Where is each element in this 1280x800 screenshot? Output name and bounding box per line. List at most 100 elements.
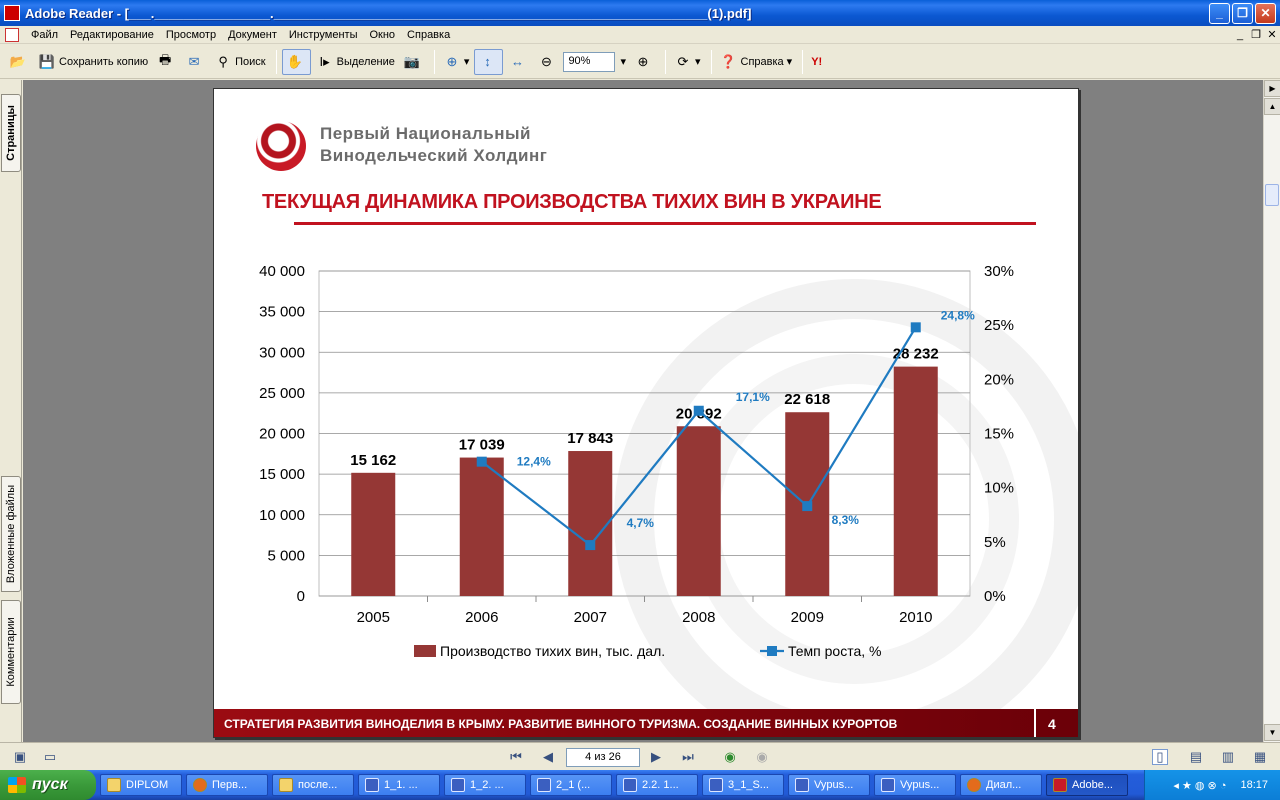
zoom-tool-button[interactable]: ⊕ ▾ <box>440 49 473 75</box>
taskbar-button[interactable]: Диал... <box>960 774 1042 796</box>
save-icon: 💾 <box>38 53 56 69</box>
doc-restore-icon[interactable]: ❐ <box>1251 29 1261 41</box>
menu-help[interactable]: Справка <box>407 28 451 41</box>
taskbar-button[interactable]: 3_1_S... <box>702 774 784 796</box>
zoom-dropdown[interactable]: ▾ <box>617 49 629 75</box>
taskbar-button-label: 2.2. 1... <box>642 779 679 791</box>
last-page-button[interactable]: ⏭ <box>682 749 694 764</box>
pdf-page: Первый Национальный Винодельческий Холди… <box>213 88 1079 738</box>
hand-tool-button[interactable]: ✋ <box>281 48 311 75</box>
tab-attachments[interactable]: Вложенные файлы <box>1 476 21 592</box>
next-page-button[interactable]: ▶ <box>651 749 661 764</box>
menu-tools[interactable]: Инструменты <box>288 28 358 41</box>
save-copy-button[interactable]: 💾 Сохранить копию <box>35 49 151 75</box>
page-number-input[interactable]: 4 из 26 <box>566 748 640 767</box>
continuous-view-icon[interactable]: ▤ <box>1189 749 1203 764</box>
select-tool-button[interactable]: I▸ Выделение <box>313 49 398 75</box>
window-title: Adobe Reader - [___.________________.___… <box>25 5 752 21</box>
taskbar-button-label: 2_1 (... <box>556 779 591 791</box>
x-tick-label: 2007 <box>574 609 607 626</box>
taskbar-button[interactable]: Adobe... <box>1046 774 1128 796</box>
tab-pages[interactable]: Страницы <box>1 94 21 172</box>
taskbar-button[interactable]: Перв... <box>186 774 268 796</box>
taskbar-button[interactable]: после... <box>272 774 354 796</box>
task-list: DIPLOM Перв... после... 1_1. ... 1_2. ... 2_1… <box>96 774 1128 796</box>
go-forward-button[interactable]: ◉ <box>756 749 768 764</box>
doc-minimize-icon[interactable]: _ <box>1236 28 1244 41</box>
y-left-tick-label: 30 000 <box>259 344 305 361</box>
y-right-tick-label: 30% <box>984 263 1014 280</box>
taskbar-button[interactable]: Vypus... <box>874 774 956 796</box>
fit-page-button[interactable]: ↕ <box>474 48 504 75</box>
open-button[interactable]: 📂 <box>6 49 33 75</box>
search-button[interactable]: ⚲ Поиск <box>211 49 268 75</box>
single-page-view-icon[interactable]: ▯ <box>1152 749 1168 765</box>
word-icon <box>881 778 895 792</box>
title-bar: Adobe Reader - [___.________________.___… <box>0 0 1280 26</box>
taskbar-button[interactable]: 2_1 (... <box>530 774 612 796</box>
menu-document[interactable]: Документ <box>228 28 277 41</box>
tab-comments[interactable]: Комментарии <box>1 600 21 704</box>
zoom-out-button[interactable]: ⊖ <box>534 49 561 75</box>
y-left-tick-label: 25 000 <box>259 385 305 402</box>
continuous-facing-view-icon[interactable]: ▦ <box>1253 749 1267 764</box>
previous-page-button[interactable]: ◀ <box>543 749 553 764</box>
search-label: Поиск <box>235 55 266 68</box>
close-button[interactable]: ✕ <box>1255 2 1276 24</box>
first-page-button[interactable]: ⏮ <box>510 749 522 764</box>
page-size-icon[interactable]: ▭ <box>43 749 57 764</box>
start-button[interactable]: пуск <box>0 770 96 800</box>
clock: 18:17 <box>1240 779 1268 791</box>
minus-circle-icon: ⊖ <box>540 53 552 69</box>
open-folder-icon: 📂 <box>9 53 27 69</box>
line-data-label: 8,3% <box>832 513 860 527</box>
company-name-line1: Первый Национальный <box>320 124 531 143</box>
system-tray: ◂ ★ ◍ ⊗ ◔ 18:17 <box>1144 770 1280 800</box>
email-button[interactable]: ✉ <box>182 49 209 75</box>
scroll-thumb[interactable] <box>1265 184 1279 206</box>
taskbar-button[interactable]: 2.2. 1... <box>616 774 698 796</box>
folder-icon <box>107 778 121 792</box>
windows-logo-icon <box>8 777 26 793</box>
taskbar-button[interactable]: DIPLOM <box>100 774 182 796</box>
page-layout-icon[interactable]: ▣ <box>13 749 27 764</box>
document-viewport[interactable]: Первый Национальный Винодельческий Холди… <box>23 80 1263 742</box>
y-left-tick-label: 20 000 <box>259 426 305 443</box>
snapshot-button[interactable]: 📷 <box>400 49 427 75</box>
restore-button[interactable]: ❐ <box>1232 2 1253 24</box>
facing-view-icon[interactable]: ▥ <box>1221 749 1235 764</box>
help-icon: ❓ <box>720 53 737 69</box>
rotate-button[interactable]: ⟳ ▾ <box>671 49 704 75</box>
chevron-down-icon: ▾ <box>463 56 470 68</box>
fit-width-button[interactable]: ↔ <box>505 49 532 75</box>
zoom-in-button[interactable]: ⊕ <box>631 49 658 75</box>
line-point <box>693 405 704 416</box>
doc-close-icon[interactable]: ✕ <box>1267 29 1277 41</box>
menu-view[interactable]: Просмотр <box>165 28 217 41</box>
help-button[interactable]: ❓ Справка ▾ <box>717 49 796 75</box>
menu-edit[interactable]: Редактирование <box>70 28 154 41</box>
taskbar-button[interactable]: 1_2. ... <box>444 774 526 796</box>
minimize-button[interactable]: _ <box>1209 2 1230 24</box>
zoom-input[interactable]: 90% <box>563 51 616 72</box>
company-name: Первый Национальный Винодельческий Холди… <box>320 123 547 167</box>
scroll-up-button[interactable]: ▲ <box>1264 98 1280 115</box>
footer-divider <box>1034 709 1036 737</box>
document-icon[interactable] <box>5 27 19 42</box>
line-data-label: 12,4% <box>517 455 551 469</box>
taskbar-button[interactable]: Vypus... <box>788 774 870 796</box>
vertical-scrollbar[interactable]: ▶ ▲ ▼ <box>1263 80 1280 742</box>
chevron-down-icon: ▾ <box>620 56 626 68</box>
menu-window[interactable]: Окно <box>369 28 396 41</box>
taskbar-button[interactable]: 1_1. ... <box>358 774 440 796</box>
panel-toggle-icon[interactable]: ▶ <box>1264 80 1280 97</box>
bar-data-label: 17 039 <box>459 437 505 454</box>
go-back-button[interactable]: ◉ <box>724 749 736 764</box>
x-tick-label: 2010 <box>899 609 932 626</box>
legend-line-label: Темп роста, % <box>788 643 882 659</box>
firefox-icon <box>193 778 207 792</box>
scroll-down-button[interactable]: ▼ <box>1264 724 1280 741</box>
print-button[interactable]: 🖶 <box>153 49 180 75</box>
yahoo-button[interactable]: Y! <box>808 49 825 75</box>
menu-file[interactable]: Файл <box>31 28 59 41</box>
